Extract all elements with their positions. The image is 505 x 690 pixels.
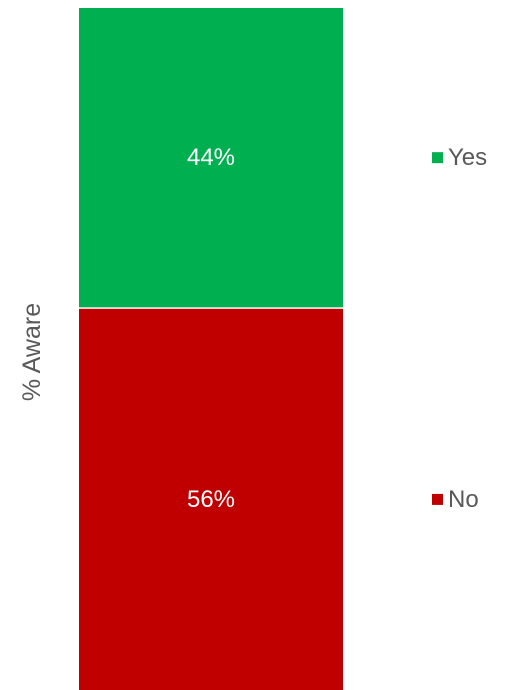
data-label-no: 56% <box>187 486 235 513</box>
legend-item-yes: Yes <box>432 144 487 171</box>
legend-swatch-yes <box>432 152 443 164</box>
data-labels-layer: 56% 44% <box>187 144 235 513</box>
bar-segment-yes <box>79 8 343 308</box>
bar-segment-no <box>79 308 343 690</box>
legend-label-yes: Yes <box>448 144 487 171</box>
legend: No Yes <box>432 144 487 513</box>
y-axis-label: % Aware <box>18 303 46 401</box>
legend-label-no: No <box>448 486 479 513</box>
data-label-yes: 44% <box>187 144 235 171</box>
legend-swatch-no <box>432 493 443 505</box>
bars-layer <box>79 8 343 690</box>
legend-item-no: No <box>432 486 479 513</box>
